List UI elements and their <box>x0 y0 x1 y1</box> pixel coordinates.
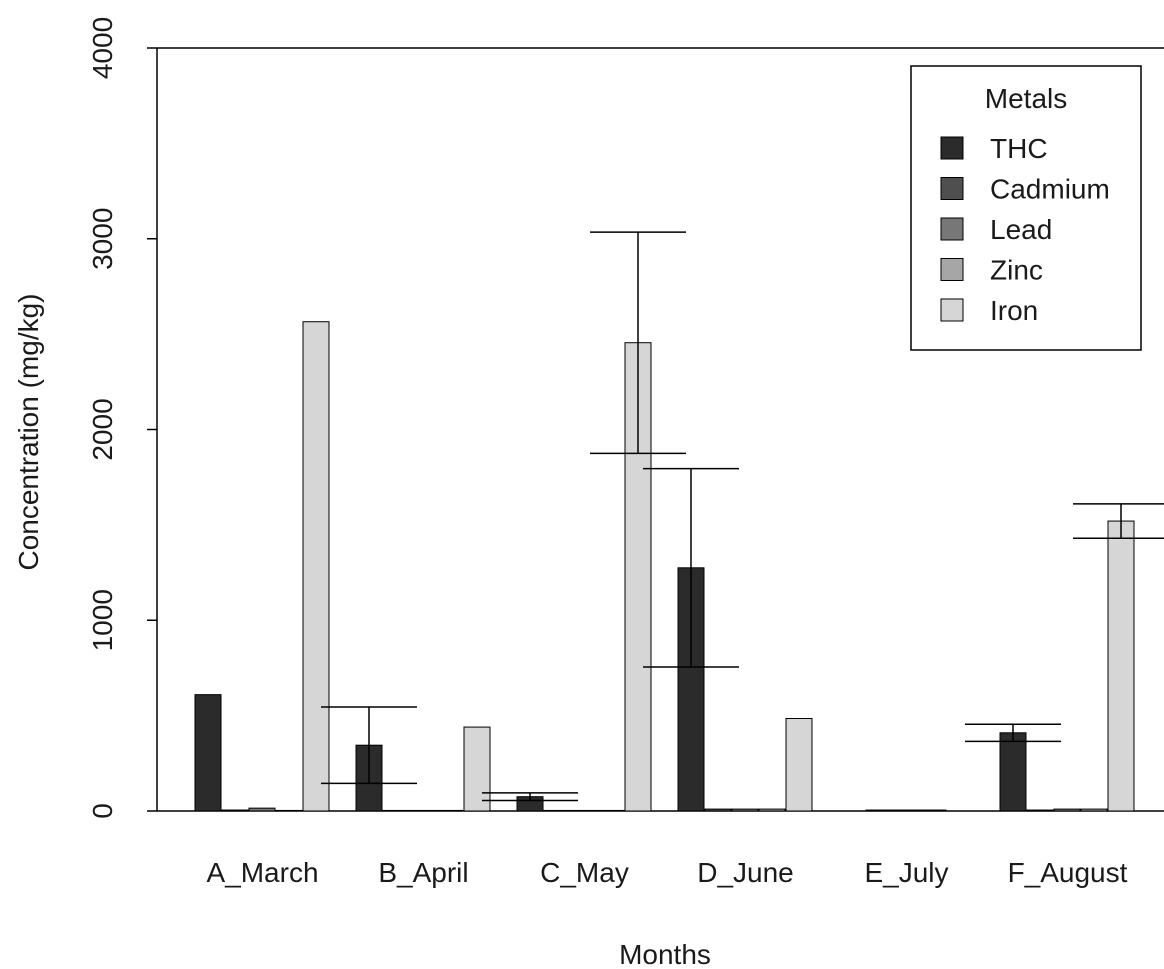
bars-group <box>194 321 1135 812</box>
legend-label-cadmium: Cadmium <box>990 174 1110 205</box>
x-tick-label: F_August <box>1008 857 1128 888</box>
bar-cadmium-d_june <box>704 808 732 812</box>
bar-lead-f_august <box>1053 808 1081 812</box>
legend: Metals THC Cadmium Lead Zinc Iron <box>910 65 1142 351</box>
bar-zinc-d_june <box>758 808 786 812</box>
legend-items: THC Cadmium Lead Zinc Iron <box>940 133 1110 326</box>
y-tick-label: 3000 <box>87 208 118 270</box>
legend-swatch-lead <box>940 217 964 241</box>
legend-title: Metals <box>985 83 1067 114</box>
y-tick-label: 2000 <box>87 398 118 460</box>
bar-cadmium-e_july <box>865 809 893 812</box>
bar-thc-f_august <box>999 732 1027 812</box>
bar-zinc-b_april <box>436 809 464 812</box>
legend-label-thc: THC <box>990 133 1048 164</box>
bar-lead-e_july <box>892 809 920 812</box>
bar-zinc-e_july <box>919 809 947 812</box>
x-tick-label: A_March <box>206 857 318 888</box>
bar-cadmium-b_april <box>382 809 410 812</box>
bar-iron-f_august <box>1107 520 1135 812</box>
x-axis: A_March B_April C_May D_June E_July F_August <box>206 857 1127 888</box>
x-axis-title: Months <box>619 939 711 969</box>
legend-label-iron: Iron <box>990 295 1038 326</box>
legend-swatch-iron <box>940 298 964 322</box>
y-tick-label: 1000 <box>87 589 118 651</box>
bar-zinc-c_may <box>597 809 625 812</box>
bar-iron-b_april <box>463 726 491 812</box>
bar-zinc-a_march <box>275 809 303 812</box>
bar-cadmium-f_august <box>1026 809 1054 812</box>
bar-lead-b_april <box>409 809 437 812</box>
legend-swatch-zinc <box>940 258 964 281</box>
y-axis: 0 1000 2000 3000 4000 <box>87 17 157 819</box>
y-tick-label: 4000 <box>87 17 118 79</box>
bar-cadmium-a_march <box>221 809 249 812</box>
y-tick-label: 0 <box>87 803 118 819</box>
legend-swatch-thc <box>940 136 964 160</box>
bar-cadmium-c_may <box>543 809 571 812</box>
legend-label-zinc: Zinc <box>990 255 1043 286</box>
x-tick-label: B_April <box>378 857 468 888</box>
error-bars-group <box>321 231 1164 802</box>
y-axis-title: Concentration (mg/kg) <box>13 293 44 570</box>
legend-swatch-cadmium <box>940 177 964 200</box>
legend-label-lead: Lead <box>990 214 1052 245</box>
bar-iron-a_march <box>302 321 330 812</box>
x-tick-label: E_July <box>864 857 948 888</box>
bar-lead-d_june <box>731 808 759 812</box>
bar-zinc-f_august <box>1080 808 1108 812</box>
bar-thc-a_march <box>194 694 222 812</box>
x-tick-label: C_May <box>540 857 629 888</box>
bar-iron-d_june <box>785 717 813 812</box>
bar-lead-a_march <box>248 807 276 812</box>
x-tick-label: D_June <box>697 857 794 888</box>
bar-lead-c_may <box>570 809 598 812</box>
